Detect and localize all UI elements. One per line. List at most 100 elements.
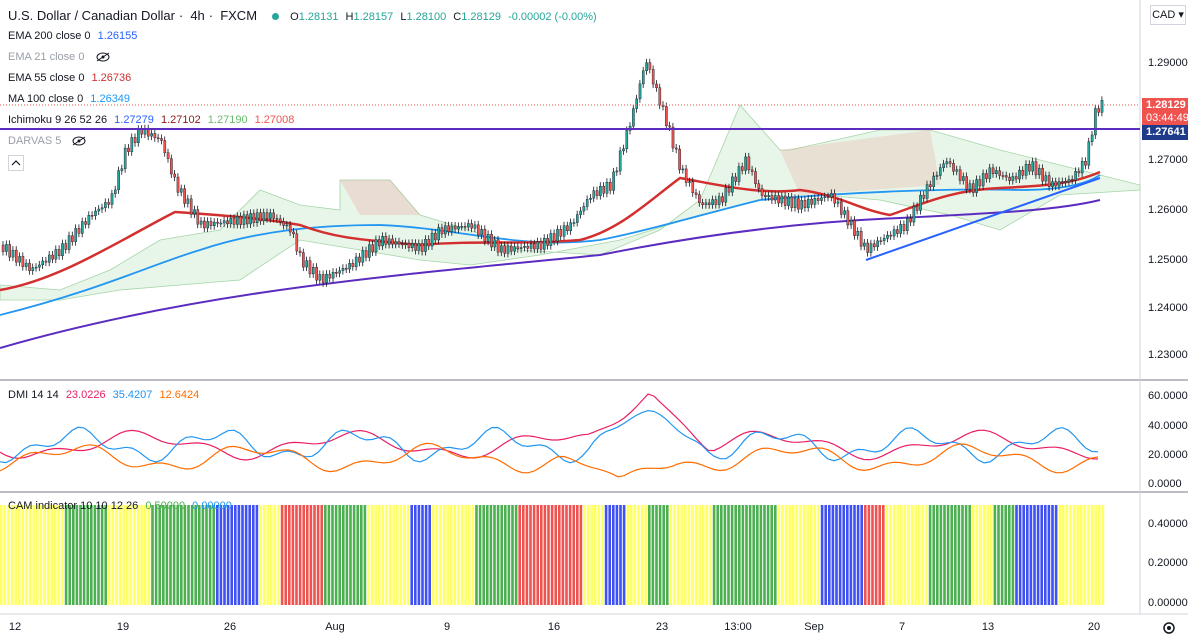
candle <box>308 260 312 275</box>
indicator-legend-ema55[interactable]: EMA 55 close 0 1.26736 <box>8 72 135 84</box>
price-tick: 1.24000 <box>1148 302 1188 314</box>
candle <box>166 152 170 159</box>
candle <box>477 224 480 236</box>
dmi-legend[interactable]: DMI 14 14 23.0226 35.4207 12.6424 <box>8 389 203 401</box>
candle <box>457 226 460 230</box>
candle <box>292 231 295 235</box>
cam-legend[interactable]: CAM indicator 10 10 12 26 0.50000 0.0000… <box>8 500 236 512</box>
candle <box>5 244 8 252</box>
candle <box>780 195 784 204</box>
trendline[interactable] <box>865 177 1101 261</box>
candle <box>209 221 213 226</box>
candle <box>64 243 68 250</box>
candle <box>288 224 292 233</box>
candle <box>18 256 21 263</box>
candle <box>434 232 437 241</box>
candle <box>153 133 157 139</box>
candle <box>374 239 378 253</box>
chevron-up-icon <box>11 160 21 166</box>
time-tick: 19 <box>116 621 130 633</box>
ohlc-close-label: C <box>453 11 462 23</box>
time-tick: 20 <box>1087 621 1101 633</box>
candle <box>87 215 91 225</box>
candle <box>576 214 579 223</box>
symbol-name[interactable]: U.S. Dollar / Canadian Dollar <box>8 8 175 23</box>
candle <box>255 212 259 223</box>
candle <box>34 266 38 269</box>
chart-header: U.S. Dollar / Canadian Dollar · 4h · FXCM … <box>8 8 597 23</box>
hidden-eye-icon[interactable] <box>72 136 86 146</box>
candle <box>764 195 767 197</box>
candle <box>642 70 645 85</box>
candle <box>212 221 216 226</box>
indicator-legend-ema21[interactable]: EMA 21 close 0 <box>8 51 110 63</box>
candle <box>688 181 691 183</box>
candle <box>31 267 35 271</box>
candle <box>318 274 322 281</box>
candle <box>523 245 526 248</box>
candle <box>665 106 668 126</box>
candle <box>516 246 520 249</box>
candle <box>714 199 718 205</box>
candle <box>879 240 883 243</box>
candle <box>859 231 863 247</box>
candle <box>11 249 15 258</box>
candle <box>41 260 44 266</box>
candle <box>496 239 500 253</box>
candle <box>391 238 394 245</box>
candle <box>28 262 31 271</box>
candle <box>437 227 441 241</box>
candle <box>196 209 200 225</box>
indicator-legend-darvas[interactable]: DARVAS 5 <box>8 135 86 147</box>
candle <box>160 138 163 141</box>
candle <box>460 226 464 228</box>
candle <box>1021 169 1025 176</box>
candle <box>259 212 262 222</box>
candle <box>793 198 797 208</box>
candle <box>480 229 483 236</box>
indicator-legend-ichimoku[interactable]: Ichimoku 9 26 52 26 1.27279 1.27102 1.27… <box>8 114 298 126</box>
candle <box>453 225 457 230</box>
candle <box>711 199 714 205</box>
candle <box>803 200 807 208</box>
candle <box>186 198 190 204</box>
candle <box>1080 161 1084 174</box>
time-tick: 12 <box>8 621 22 633</box>
indicator-legend-ma100[interactable]: MA 100 close 0 1.26349 <box>8 93 134 105</box>
collapse-legend-button[interactable] <box>8 155 24 171</box>
candle <box>978 179 982 187</box>
candle <box>503 245 507 254</box>
hidden-eye-icon[interactable] <box>96 52 110 62</box>
candle <box>919 194 922 211</box>
candle <box>579 210 582 215</box>
candle <box>384 236 388 245</box>
timeframe[interactable]: 4h <box>190 8 205 23</box>
candle <box>678 148 681 170</box>
candle <box>1028 164 1031 172</box>
candle <box>684 168 688 183</box>
candle <box>285 224 289 227</box>
indicator-value: 1.26349 <box>90 93 131 105</box>
indicator-legend-ema200[interactable]: EMA 200 close 0 1.26155 <box>8 30 141 42</box>
last-price-value: 1.28129 <box>1146 99 1186 111</box>
settings-gear-icon[interactable] <box>1163 622 1175 634</box>
currency-selector[interactable]: CAD ▾ <box>1150 5 1186 25</box>
candle <box>902 224 906 231</box>
time-tick: 13 <box>981 621 995 633</box>
candle <box>417 243 421 251</box>
time-tick: 16 <box>547 621 561 633</box>
candle <box>774 195 777 201</box>
ohlc-open-label: O <box>290 11 299 23</box>
trendline-segment[interactable] <box>865 177 1101 261</box>
candle <box>750 169 754 172</box>
candle <box>1011 176 1015 181</box>
candle <box>71 235 74 242</box>
candle <box>546 237 549 246</box>
indicator-value: 1.26736 <box>91 72 132 84</box>
candle <box>909 217 912 223</box>
candle <box>1074 171 1077 181</box>
candle <box>612 171 615 191</box>
candle <box>717 196 721 205</box>
candle <box>371 244 375 253</box>
